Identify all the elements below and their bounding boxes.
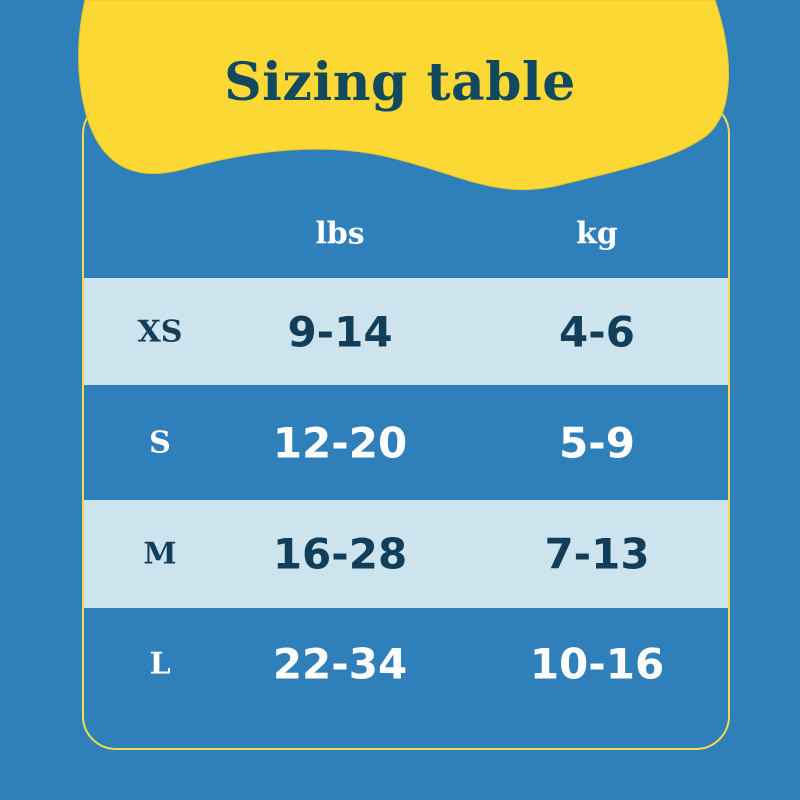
size-label: XS (137, 314, 183, 349)
header-lbs: lbs (315, 216, 365, 252)
header-kg: kg (576, 216, 618, 252)
title-blob (78, 0, 729, 191)
table-row: XS 9-14 4-6 (84, 278, 728, 385)
header-row: lbs kg (84, 190, 728, 278)
lbs-value: 16-28 (272, 529, 408, 579)
lbs-value: 12-20 (272, 418, 408, 467)
size-label: M (143, 536, 177, 572)
lbs-value: 9-14 (287, 307, 393, 356)
table-row: L 22-34 10-16 (84, 608, 728, 720)
page-title: Sizing table (224, 52, 576, 113)
kg-value: 4-6 (559, 307, 635, 356)
kg-value: 10-16 (529, 639, 665, 689)
size-label: L (149, 646, 171, 682)
table-row: M 16-28 7-13 (84, 500, 728, 608)
lbs-value: 22-34 (272, 639, 408, 689)
kg-value: 5-9 (559, 418, 635, 467)
kg-value: 7-13 (544, 529, 650, 579)
size-label: S (149, 425, 171, 460)
table-row: S 12-20 5-9 (84, 385, 728, 500)
